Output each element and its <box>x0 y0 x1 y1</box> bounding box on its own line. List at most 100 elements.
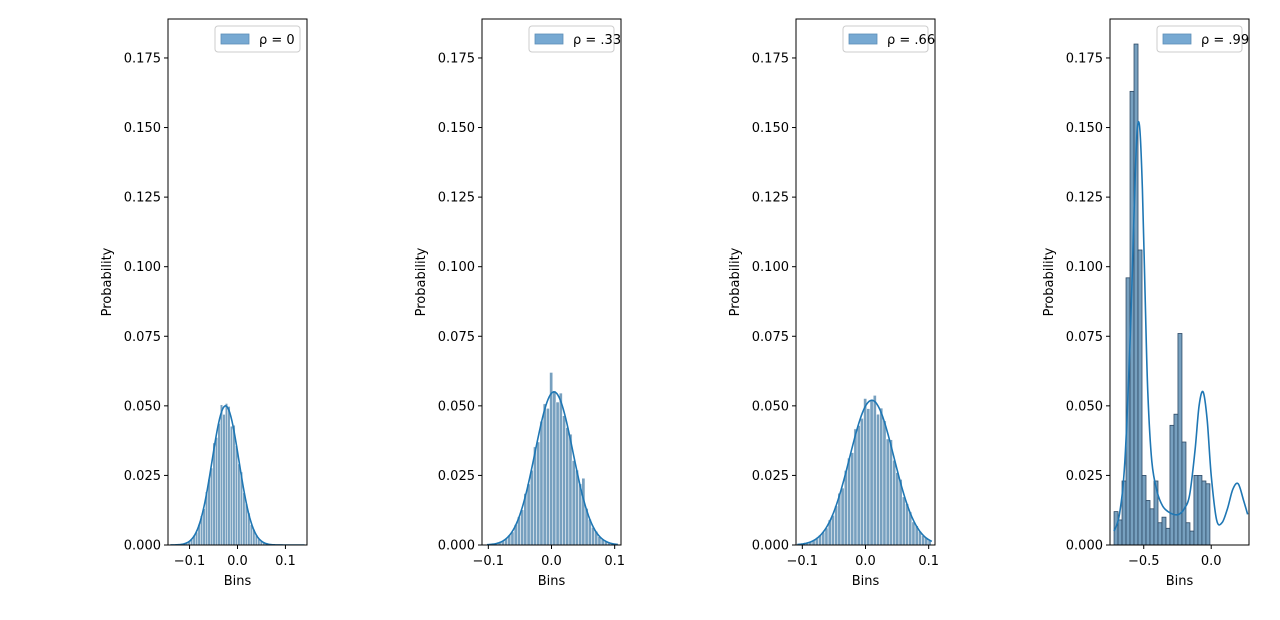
histogram-bar <box>558 392 563 545</box>
histogram-bar <box>229 425 233 545</box>
histogram-bar <box>1169 424 1175 545</box>
plot-area <box>797 395 933 545</box>
y-tick-label: 0.050 <box>124 399 161 414</box>
legend-swatch <box>220 33 250 45</box>
histogram-bar <box>1205 483 1211 545</box>
y-tick-label: 0.125 <box>1066 191 1103 206</box>
histogram-bar <box>1189 530 1195 545</box>
y-tick-label: 0.100 <box>438 260 475 275</box>
axes-frame <box>1109 18 1250 546</box>
subplot-3: 0.000 0.025 0.050 0.075 0.100 0.125 0.150 0.175… <box>728 18 939 589</box>
legend-swatch <box>534 33 564 45</box>
histogram-bar <box>905 503 909 545</box>
y-tick-label: 0.025 <box>752 469 789 484</box>
histogram-bar <box>1157 522 1163 545</box>
histogram-bar <box>869 399 874 545</box>
y-tick-label: 0.000 <box>124 539 161 554</box>
x-tick-label: 0.1 <box>275 554 296 569</box>
histogram-bar <box>1149 508 1155 545</box>
histogram-bar <box>882 420 887 545</box>
plot-area <box>487 372 618 545</box>
x-axis-label: Bins <box>224 574 252 589</box>
histogram-bar <box>202 508 206 545</box>
y-tick-label: 0.175 <box>752 51 789 66</box>
histogram-bar <box>1193 475 1199 545</box>
histogram-bar <box>885 438 890 545</box>
legend-box <box>1156 25 1243 53</box>
x-axis-label: Bins <box>852 574 880 589</box>
histogram-bar <box>895 472 900 545</box>
y-tick-label: 0.050 <box>752 399 789 414</box>
histogram-bar <box>242 492 246 545</box>
x-tick-label: 0.1 <box>604 554 625 569</box>
y-tick-label: 0.125 <box>438 191 475 206</box>
x-tick-label: −0.1 <box>174 554 206 569</box>
legend: ρ = .99 <box>1156 25 1249 53</box>
subplot-2: 0.000 0.025 0.050 0.075 0.100 0.125 0.150 0.175… <box>414 18 625 589</box>
histogram-bar <box>850 452 855 545</box>
histogram-bar <box>911 521 916 545</box>
histogram-bar <box>546 408 550 545</box>
x-tick-label: 0.0 <box>227 554 248 569</box>
y-tick-label: 0.150 <box>1066 121 1103 136</box>
kde-curve <box>487 391 618 545</box>
y-tick-label: 0.025 <box>1066 469 1103 484</box>
histogram-bar <box>219 404 223 545</box>
legend-label: ρ = .99 <box>1201 33 1249 48</box>
histogram-bar <box>529 469 534 545</box>
histogram-bar <box>222 414 226 545</box>
y-tick-label: 0.150 <box>438 121 475 136</box>
legend-swatch <box>848 33 878 45</box>
histogram-bar <box>1173 413 1179 545</box>
histogram-bar <box>824 527 829 545</box>
legend-label: ρ = .33 <box>573 33 621 48</box>
histogram-bar <box>542 403 547 545</box>
kde-curve <box>797 399 933 545</box>
histogram-bar <box>539 421 544 545</box>
y-tick-label: 0.100 <box>752 260 789 275</box>
y-tick-label: 0.000 <box>752 539 789 554</box>
histogram-bar <box>834 505 839 545</box>
histogram-bar <box>843 470 848 545</box>
histogram-bar <box>1141 475 1147 545</box>
histogram-bar <box>847 457 851 545</box>
legend-box <box>842 25 929 53</box>
histogram-bar <box>1161 516 1167 545</box>
histogram-bar <box>224 403 228 545</box>
y-tick-label: 0.025 <box>124 469 161 484</box>
x-tick-label: 0.1 <box>918 554 939 569</box>
histogram-bar <box>879 407 884 545</box>
x-tick-label: −0.5 <box>1128 554 1160 569</box>
legend: ρ = 0 <box>214 25 301 53</box>
y-tick-label: 0.050 <box>438 399 475 414</box>
histogram-bar <box>853 428 858 545</box>
histogram-bar <box>1201 480 1207 545</box>
histogram-bar <box>1197 475 1203 545</box>
histogram-bar <box>575 469 579 545</box>
legend-box <box>214 25 301 53</box>
histogram-bar <box>889 439 893 545</box>
legend-swatch <box>1162 33 1192 45</box>
y-tick-label: 0.075 <box>1066 330 1103 345</box>
histogram-bar <box>856 425 861 545</box>
histogram-bar <box>860 418 864 545</box>
y-tick-label: 0.025 <box>438 469 475 484</box>
x-tick-label: 0.0 <box>855 554 876 569</box>
y-axis-label: Probability <box>728 247 743 316</box>
histogram-bar <box>866 408 871 545</box>
y-tick-label: 0.100 <box>124 260 161 275</box>
x-tick-label: −0.1 <box>473 554 505 569</box>
subplot-1: 0.000 0.025 0.050 0.075 0.100 0.125 0.150 0.175… <box>100 18 308 589</box>
x-axis-label: Bins <box>1166 574 1194 589</box>
subplot-4: 0.000 0.025 0.050 0.075 0.100 0.125 0.150 0.175… <box>1042 18 1250 589</box>
histogram-bar <box>234 445 238 545</box>
histogram-bar <box>1185 522 1191 545</box>
y-tick-label: 0.075 <box>124 330 161 345</box>
x-axis-label: Bins <box>538 574 566 589</box>
histogram-bar <box>876 413 880 545</box>
y-tick-label: 0.100 <box>1066 260 1103 275</box>
plot-area <box>1113 43 1249 545</box>
kde-curve <box>1113 120 1249 532</box>
histogram-bar <box>1137 249 1143 545</box>
histogram-bar <box>581 477 586 545</box>
